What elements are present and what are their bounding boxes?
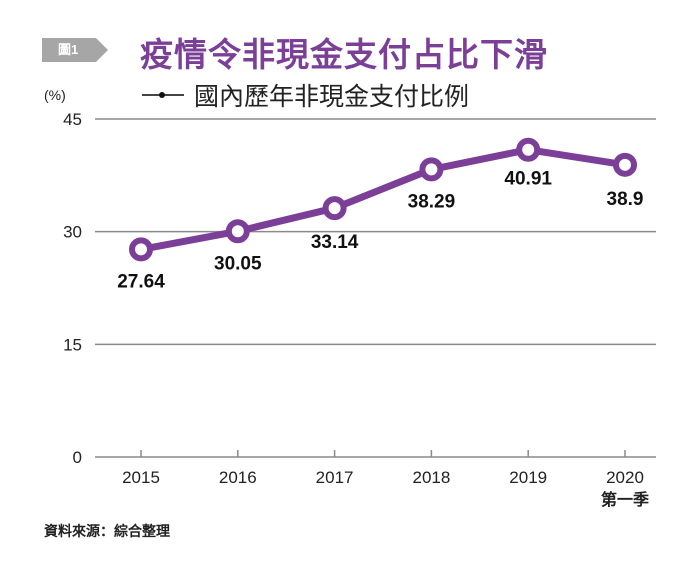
data-label: 38.29 (408, 191, 456, 212)
data-label: 38.9 (607, 189, 644, 210)
data-label: 27.64 (117, 271, 165, 292)
data-point (613, 152, 637, 177)
legend: 國內歷年非現金支付比例 (142, 78, 469, 112)
data-label: 30.05 (214, 253, 262, 274)
x-tick-label: 2016 (219, 468, 257, 487)
data-point (419, 157, 444, 182)
data-label: 40.91 (504, 169, 552, 190)
x-tick-label: 2017 (316, 468, 354, 487)
data-label: 33.14 (311, 232, 359, 253)
y-tick-label: 30 (63, 223, 82, 242)
x-tick-sublabel: 第一季 (601, 490, 650, 509)
x-tick-label: 2018 (412, 468, 450, 487)
x-tick-label: 2015 (122, 468, 160, 487)
data-point (225, 219, 250, 244)
y-tick-label: 0 (73, 448, 82, 467)
x-tick-label: 2020 (606, 468, 644, 487)
y-tick-label: 15 (63, 335, 82, 354)
source-note: 資料來源：綜合整理 (44, 523, 170, 539)
y-tick-label: 45 (63, 110, 82, 129)
legend-line-swatch (142, 92, 184, 98)
data-point (516, 137, 541, 162)
data-point (129, 237, 153, 262)
data-point (322, 196, 347, 221)
y-axis-unit: (%) (44, 87, 66, 103)
x-tick-label: 2019 (509, 468, 547, 487)
figure-badge (42, 38, 108, 62)
figure-badge-label: 圖1 (58, 42, 79, 57)
legend-label: 國內歷年非現金支付比例 (194, 82, 470, 111)
series-line (140, 146, 626, 253)
chart-title: 疫情令非現金支付占比下滑 (140, 35, 548, 74)
